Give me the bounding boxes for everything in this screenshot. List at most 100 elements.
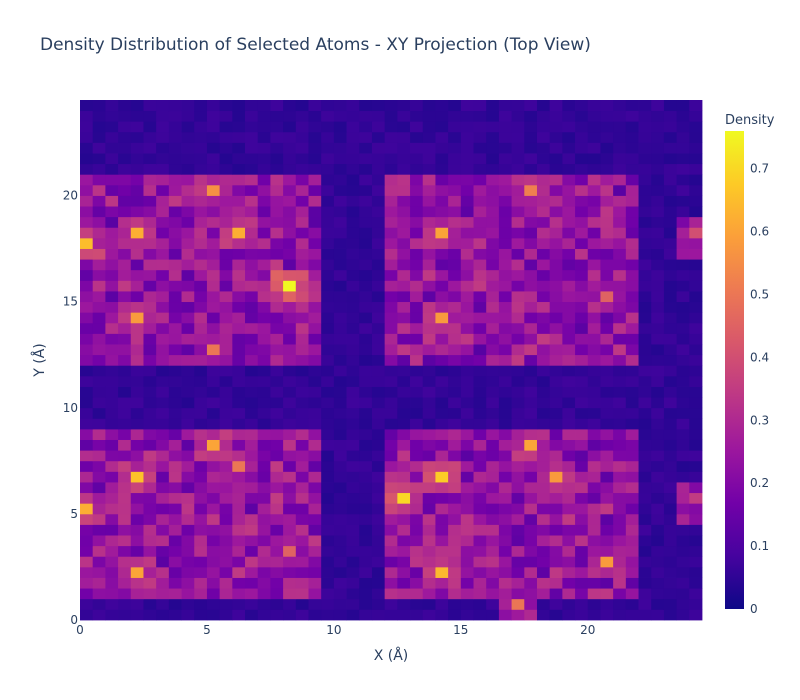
heatmap-cell [92,153,106,165]
heatmap-cell [232,333,246,345]
heatmap-cell [422,577,436,589]
heatmap-cell [92,216,106,228]
heatmap-cell [676,131,690,143]
heatmap-cell [638,206,652,218]
heatmap-cell [371,248,386,260]
heatmap-cell [689,333,703,345]
heatmap-cell [92,333,106,345]
heatmap-cell [663,227,678,239]
heatmap-cell [333,184,347,196]
heatmap-cell [118,524,132,536]
heatmap-cell [587,153,601,165]
heatmap-cell [689,206,703,218]
heatmap-cell [321,513,335,525]
heatmap-cell [321,365,335,377]
heatmap-cell [105,354,119,366]
heatmap-cell [105,545,119,557]
heatmap-cell [397,216,411,228]
heatmap-cell [587,269,601,281]
heatmap-cell [549,259,563,271]
heatmap-cell [118,206,132,218]
heatmap-cell [422,535,436,547]
heatmap-cell [498,312,512,324]
heatmap-cell [562,397,576,409]
heatmap-cell [435,227,449,239]
heatmap-cell [181,184,195,196]
heatmap-cell [118,407,132,419]
heatmap-cell [245,598,259,610]
heatmap-cell [410,471,424,483]
heatmap-cell [359,301,373,313]
heatmap-cell [194,301,208,313]
heatmap-cell [143,259,157,271]
heatmap-cell [575,598,589,610]
heatmap-cell [80,163,94,175]
heatmap-cell [130,110,144,122]
heatmap-cell [498,365,512,377]
heatmap-cell [371,163,386,175]
heatmap-cell [359,248,373,260]
heatmap-cell [308,556,322,568]
heatmap-cell [143,206,157,218]
heatmap-cell [359,397,373,409]
heatmap-cell [181,545,195,557]
heatmap-cell [676,354,690,366]
heatmap-cell [194,460,208,472]
heatmap-cell [511,365,525,377]
heatmap-cell [105,375,119,387]
heatmap-cell [194,344,208,356]
heatmap-cell [422,333,436,345]
heatmap-cell [397,577,411,589]
heatmap-cell [257,428,271,440]
heatmap-cell [587,460,601,472]
heatmap-cell [435,301,449,313]
heatmap-cell [486,598,500,610]
heatmap-cell [613,598,627,610]
heatmap-cell [245,259,259,271]
heatmap-cell [321,450,335,462]
heatmap-cell [549,524,563,536]
heatmap-cell [638,566,652,578]
heatmap-cell [206,503,221,515]
heatmap-cell [118,237,132,249]
heatmap-cell [651,460,665,472]
heatmap-cell [168,322,182,334]
heatmap-cell [359,503,373,515]
heatmap-cell [460,386,474,398]
heatmap-cell [587,312,601,324]
heatmap-cell [346,184,360,196]
heatmap-cell [460,556,474,568]
heatmap-cell [105,344,119,356]
heatmap-cell [524,397,538,409]
heatmap-cell [498,301,512,313]
heatmap-cell [448,259,462,271]
heatmap-cell [638,216,652,228]
heatmap-cell [613,375,627,387]
heatmap-cell [219,344,233,356]
heatmap-cell [232,174,246,186]
heatmap-cell [80,301,94,313]
heatmap-cell [245,280,259,292]
y-tick-label: 5 [70,507,78,521]
heatmap-cell [524,216,538,228]
heatmap-cell [80,216,94,228]
heatmap-cell [118,386,132,398]
heatmap-cell [511,386,525,398]
heatmap-cell [181,566,195,578]
heatmap-cell [206,269,221,281]
heatmap-cell [498,450,512,462]
heatmap-cell [689,110,703,122]
heatmap-cell [524,598,538,610]
colorbar-tick-label: 0.4 [750,350,769,364]
heatmap-cell [321,280,335,292]
heatmap-cell [206,248,221,260]
heatmap-cell [232,142,246,154]
heatmap-cell [587,609,601,621]
heatmap-cell [270,365,284,377]
heatmap-cell [511,291,525,303]
heatmap-cell [270,566,284,578]
heatmap-cell [308,142,322,154]
heatmap-cell [460,450,474,462]
heatmap-cell [448,556,462,568]
heatmap-cell [613,206,627,218]
